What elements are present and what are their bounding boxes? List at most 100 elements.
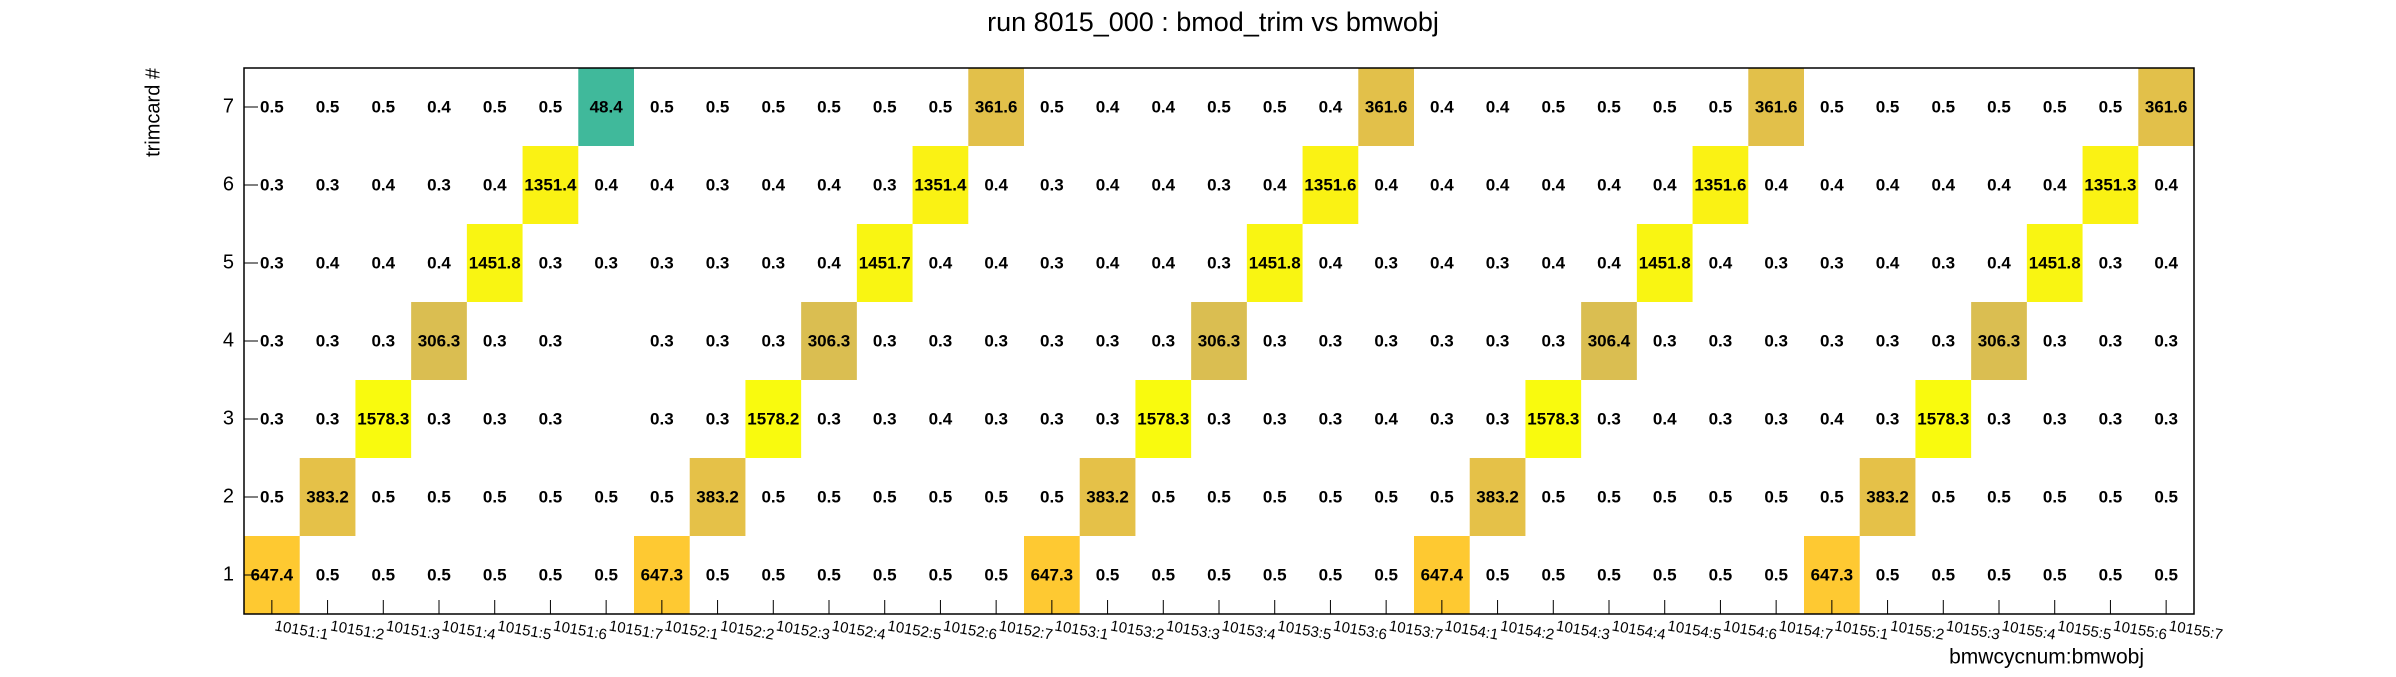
cell-value-label: 0.5 — [706, 97, 730, 116]
cell-value-label: 0.3 — [260, 175, 284, 194]
x-tick-label: 10153:4 — [1220, 617, 1276, 643]
cell-value-label: 1578.3 — [357, 409, 409, 428]
heatmap-cell — [801, 302, 857, 380]
cell-value-label: 0.5 — [1319, 487, 1343, 506]
cell-value-label: 0.4 — [371, 253, 395, 272]
cell-value-label: 48.4 — [590, 97, 624, 116]
cell-value-label: 0.5 — [1820, 487, 1844, 506]
cells — [244, 68, 2194, 614]
cell-value-label: 0.5 — [1040, 487, 1064, 506]
heatmap-cell — [2138, 68, 2194, 146]
cell-value-label: 0.3 — [2154, 409, 2178, 428]
cell-value-label: 0.5 — [1709, 565, 1733, 584]
cell-value-label: 0.5 — [483, 97, 507, 116]
x-tick-label: 10155:3 — [1945, 617, 2001, 643]
cell-value-label: 0.5 — [1931, 565, 1955, 584]
cell-value-label: 0.5 — [1319, 565, 1343, 584]
cell-value-label: 361.6 — [975, 97, 1018, 116]
cell-value-label: 383.2 — [306, 487, 349, 506]
cell-value-label: 0.5 — [2043, 565, 2067, 584]
labels: 647.4 0.5 0.5 0.5 0.5 0.5 0.5 647.3 0.5 0.5 0.5 0.5… — [251, 97, 2188, 584]
heatmap-cell — [968, 68, 1024, 146]
cell-value-label: 383.2 — [696, 487, 739, 506]
cell-value-label: 0.5 — [1597, 97, 1621, 116]
heatmap-cell — [745, 380, 802, 458]
cell-value-label: 0.5 — [1764, 487, 1788, 506]
cell-value-label: 0.4 — [984, 175, 1008, 194]
cell-value-label: 0.4 — [1151, 175, 1175, 194]
heatmap-cell — [1748, 68, 1804, 146]
cell-value-label: 0.5 — [873, 565, 897, 584]
cell-value-label: 0.3 — [1931, 253, 1955, 272]
x-tick-label: 10153:3 — [1165, 617, 1221, 643]
cell-value-label: 0.5 — [1931, 487, 1955, 506]
cell-value-label: 0.3 — [650, 253, 674, 272]
cell-value-label: 0.5 — [316, 97, 340, 116]
cell-value-label: 0.3 — [1207, 175, 1231, 194]
cell-value-label: 0.5 — [2154, 565, 2178, 584]
heatmap-cell — [1636, 224, 1693, 302]
heatmap-cell — [1302, 146, 1359, 224]
cell-value-label: 1451.8 — [2029, 253, 2081, 272]
heatmap-cell — [1358, 68, 1414, 146]
cell-value-label: 1578.3 — [1527, 409, 1579, 428]
cell-value-label: 1351.6 — [1304, 175, 1356, 194]
cell-value-label: 0.5 — [817, 487, 841, 506]
cell-value-label: 0.3 — [1764, 253, 1788, 272]
cell-value-label: 0.4 — [817, 253, 841, 272]
cell-value-label: 0.3 — [1764, 331, 1788, 350]
cell-value-label: 0.5 — [761, 565, 785, 584]
cell-value-label: 0.4 — [1709, 253, 1733, 272]
cell-value-label: 0.3 — [539, 331, 563, 350]
x-tick-label: 10155:5 — [2056, 617, 2112, 643]
cell-value-label: 0.4 — [1987, 175, 2011, 194]
cell-value-label: 0.3 — [316, 331, 340, 350]
cell-value-label: 0.4 — [316, 253, 340, 272]
cell-value-label: 0.3 — [1709, 409, 1733, 428]
cell-value-label: 0.3 — [706, 331, 730, 350]
cell-value-label: 1578.3 — [1137, 409, 1189, 428]
cell-value-label: 0.5 — [2043, 487, 2067, 506]
cell-value-label: 0.4 — [2043, 175, 2067, 194]
cell-value-label: 0.3 — [817, 409, 841, 428]
cell-value-label: 0.3 — [873, 331, 897, 350]
y-tick-label: 3 — [223, 407, 234, 429]
cell-value-label: 0.3 — [2099, 253, 2123, 272]
cell-value-label: 1351.6 — [1694, 175, 1746, 194]
x-tick-label: 10151:3 — [385, 617, 441, 643]
x-tick-label: 10155:7 — [2168, 617, 2224, 643]
heatmap-cell — [1135, 380, 1192, 458]
cell-value-label: 0.3 — [873, 175, 897, 194]
cell-value-label: 0.3 — [1541, 331, 1565, 350]
plot-frame — [243, 67, 2195, 615]
x-tick-label: 10155:6 — [2112, 617, 2168, 643]
cell-value-label: 0.3 — [316, 175, 340, 194]
cell-value-label: 0.5 — [929, 97, 953, 116]
x-tick-label: 10151:4 — [440, 617, 496, 643]
x-tick-label: 10154:4 — [1610, 617, 1666, 643]
cell-value-label: 0.5 — [984, 487, 1008, 506]
cell-value-label: 0.5 — [1931, 97, 1955, 116]
cell-value-label: 0.4 — [929, 409, 953, 428]
cell-value-label: 0.3 — [1207, 253, 1231, 272]
cell-value-label: 0.4 — [2154, 175, 2178, 194]
cell-value-label: 0.5 — [1263, 97, 1287, 116]
cell-value-label: 0.5 — [761, 97, 785, 116]
cell-value-label: 1451.7 — [859, 253, 911, 272]
x-tick-label: 10151:5 — [496, 617, 552, 643]
cell-value-label: 0.3 — [2099, 331, 2123, 350]
x-axis-label: bmwcycnum:bmwobj — [1949, 646, 2144, 669]
cell-value-label: 0.3 — [2043, 331, 2067, 350]
x-tick-label: 10154:5 — [1666, 617, 1722, 643]
cell-value-label: 0.4 — [929, 253, 953, 272]
cell-value-label: 0.4 — [594, 175, 618, 194]
y-tick-label: 6 — [223, 173, 234, 195]
cell-value-label: 0.5 — [1207, 565, 1231, 584]
cell-value-label: 0.3 — [1207, 409, 1231, 428]
cell-value-label: 647.3 — [1031, 565, 1074, 584]
cell-value-label: 0.3 — [1876, 331, 1900, 350]
cell-value-label: 0.5 — [1876, 97, 1900, 116]
cell-value-label: 0.3 — [1709, 331, 1733, 350]
heatmap-cell — [1469, 458, 1526, 536]
heatmap-cell — [1915, 380, 1972, 458]
